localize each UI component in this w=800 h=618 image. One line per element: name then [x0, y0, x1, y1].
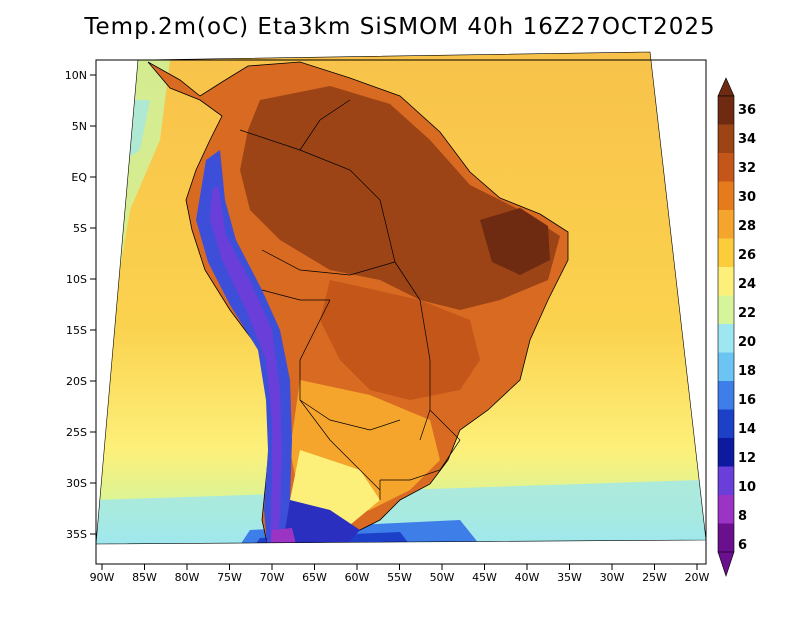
lon-label: 35W [557, 571, 582, 584]
map-title: Temp.2m(oC) Eta3km SiSMOM 40h 16Z27OCT20… [84, 14, 716, 40]
lat-label: 10N [65, 69, 87, 82]
plot-frame [95, 59, 707, 565]
andes-coldest-strip [210, 185, 282, 544]
colorbar-label: 6 [738, 538, 747, 553]
colorbar-swatch [718, 295, 734, 325]
lat-label: 15S [66, 324, 87, 337]
lon-label: 70W [260, 571, 285, 584]
colorbar-swatch [718, 352, 734, 382]
colorbar-swatch [718, 438, 734, 467]
colorbar-label: 24 [738, 277, 756, 292]
colorbar-label: 28 [738, 219, 756, 234]
lon-label: 80W [175, 571, 200, 584]
colorbar-swatch [718, 153, 734, 182]
lat-label: 5N [72, 120, 87, 133]
lat-label: 25S [66, 426, 87, 439]
colorbar-label: 22 [738, 306, 756, 321]
colorbar-swatch [718, 124, 734, 154]
lon-label: 40W [515, 571, 540, 584]
patagonia-cold [282, 500, 360, 544]
colorbar-swatch [718, 238, 734, 268]
colorbar-label: 8 [738, 509, 747, 524]
lon-label: 75W [217, 571, 242, 584]
longitude-axis: 90W 85W 80W 75W 70W 65W 60W 55W 50W 45W … [90, 564, 710, 584]
colorbar-label: 16 [738, 393, 756, 408]
colorbar-swatch [718, 324, 734, 353]
colorbar-swatch [718, 466, 734, 496]
colorbar-label: 20 [738, 335, 756, 350]
colorbar-swatch [718, 523, 734, 553]
lat-label: EQ [71, 171, 87, 184]
colorbar-label: 34 [738, 132, 756, 147]
latitude-axis: 10N 5N EQ 5S 10S 15S 20S 25S 30S 35S [65, 69, 96, 541]
colorbar-swatch [718, 96, 734, 125]
colorbar: 36 34 32 30 28 26 24 22 20 18 16 14 12 1… [717, 77, 756, 577]
colorbar-label: 32 [738, 161, 756, 176]
lon-label: 50W [430, 571, 455, 584]
temperature-field [96, 52, 706, 544]
amazon-hot-region [240, 86, 560, 310]
lon-label: 85W [132, 571, 157, 584]
colorbar-label: 18 [738, 364, 756, 379]
patagonia-coldest [270, 528, 298, 544]
colorbar-label: 36 [738, 103, 756, 118]
colorbar-frame [717, 95, 735, 553]
central-warm-region [320, 280, 480, 400]
lat-label: 10S [66, 273, 87, 286]
lon-label: 30W [600, 571, 625, 584]
lon-label: 65W [302, 571, 327, 584]
southern-cool-band [96, 480, 706, 544]
lat-label: 30S [66, 477, 87, 490]
colorbar-swatch [718, 210, 734, 239]
lat-label: 35S [66, 528, 87, 541]
colorbar-swatch [718, 381, 734, 410]
lon-label: 25W [642, 571, 667, 584]
colorbar-label: 12 [738, 451, 756, 466]
colorbar-label: 26 [738, 248, 756, 263]
colorbar-swatch [718, 495, 734, 524]
colorbar-label: 10 [738, 480, 756, 495]
lon-label: 45W [472, 571, 497, 584]
northeast-hottest [480, 208, 550, 275]
lat-label: 5S [73, 222, 87, 235]
lon-label: 55W [387, 571, 412, 584]
colorbar-swatch [718, 409, 734, 439]
colorbar-swatch [718, 181, 734, 211]
lon-label: 60W [345, 571, 370, 584]
colorbar-label: 30 [738, 190, 756, 205]
country-borders [239, 99, 461, 500]
lon-label: 90W [90, 571, 115, 584]
lat-label: 20S [66, 375, 87, 388]
colorbar-bottom-arrow [717, 551, 735, 577]
colorbar-top-arrow [717, 77, 735, 97]
lon-label: 20W [685, 571, 710, 584]
colorbar-swatches [718, 96, 734, 553]
colorbar-label: 14 [738, 422, 756, 437]
colorbar-swatch [718, 267, 734, 296]
